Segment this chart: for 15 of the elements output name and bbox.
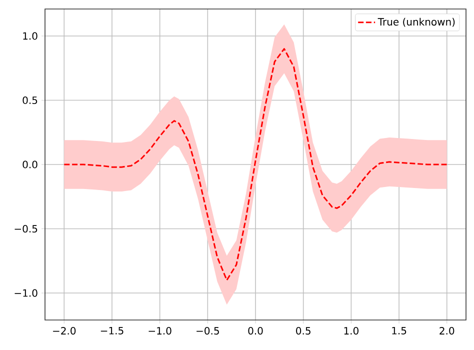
y-tick-label: 0.5: [22, 96, 38, 104]
x-tick-label: 0.0: [248, 327, 263, 335]
x-tick-label: −1.0: [148, 327, 172, 335]
y-tick-label: 0.0: [22, 160, 38, 168]
y-tick-label: −1.0: [14, 289, 38, 297]
x-tick-label: 1.5: [392, 327, 406, 334]
x-tick-label: −1.5: [100, 327, 124, 334]
y-tick-label: −0.5: [14, 224, 38, 233]
y-tick-label: 1.0: [23, 32, 38, 40]
x-tick-label: 1.0: [344, 327, 358, 335]
legend-label: True (unknown): [378, 18, 455, 27]
x-tick-label: 2.0: [440, 327, 454, 335]
x-tick-label: 0.5: [296, 327, 310, 335]
x-tick-label: −2.0: [53, 327, 76, 335]
x-tick-label: −0.5: [196, 327, 219, 335]
